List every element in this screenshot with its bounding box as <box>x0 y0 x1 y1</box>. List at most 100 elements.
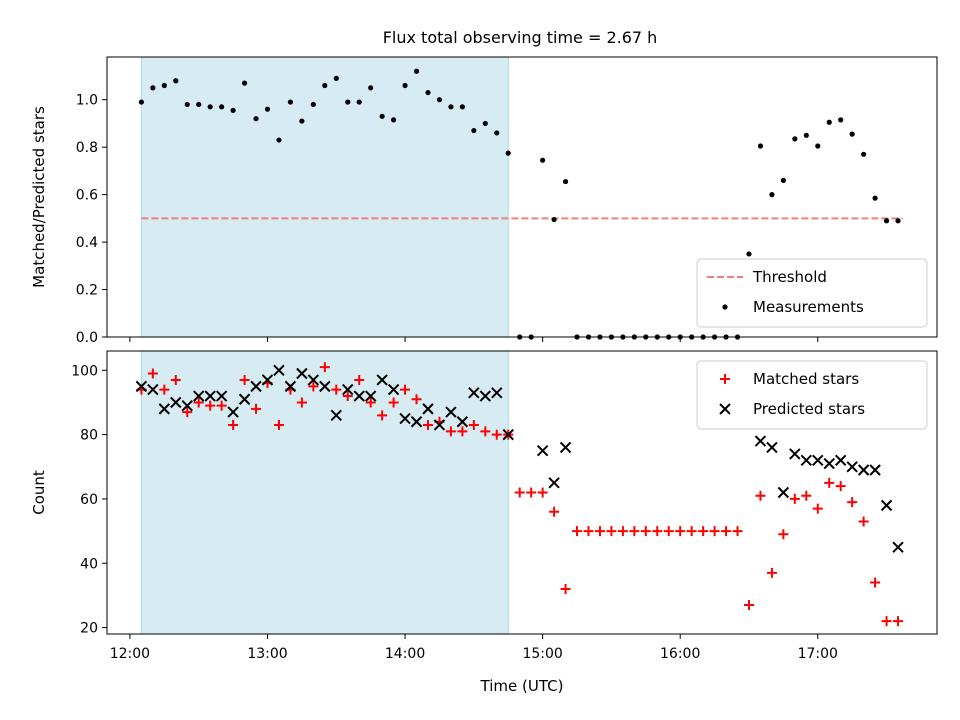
matched-point <box>766 567 777 578</box>
y-tick-label: 0.6 <box>76 188 98 204</box>
predicted-point <box>456 416 469 428</box>
y-tick-label: 0.4 <box>76 235 98 251</box>
measurement-point <box>368 85 374 91</box>
measurement-point <box>838 117 844 123</box>
matched-point <box>239 374 250 385</box>
measurement-point <box>264 106 271 112</box>
legend-measurement-swatch <box>722 304 728 310</box>
matched-point <box>400 384 411 395</box>
predicted-point <box>869 464 881 476</box>
matched-point <box>251 403 262 414</box>
x-tick-label: 13:00 <box>247 646 287 662</box>
predicted-point <box>789 448 801 460</box>
predicted-point <box>422 403 434 415</box>
measurement-point <box>425 89 431 96</box>
predicted-point <box>468 387 480 399</box>
measurement-point <box>436 97 443 103</box>
matched-point <box>870 577 881 588</box>
measurement-point <box>448 104 454 110</box>
measurement-point <box>551 216 557 223</box>
matched-point <box>182 407 193 418</box>
measurement-point <box>471 127 477 134</box>
predicted-point <box>330 409 342 422</box>
matched-point <box>824 477 835 488</box>
matched-point <box>228 419 239 430</box>
chart-title: Flux total observing time = 2.67 h <box>383 28 658 47</box>
matched-point <box>205 400 216 411</box>
measurement-point <box>356 99 362 105</box>
count-panel: 20 40 60 80 100 12:00 13:00 14:00 15:00 16:00 17:0… <box>30 350 938 695</box>
legend-label: Measurements <box>753 298 864 316</box>
matched-point <box>858 516 869 527</box>
matched-point <box>560 583 571 594</box>
legend-box <box>696 258 928 328</box>
predicted-point <box>135 380 148 393</box>
matched-point <box>686 526 697 537</box>
measurement-point <box>150 85 156 91</box>
measurement-point <box>299 118 305 124</box>
predicted-point <box>238 393 251 405</box>
y-tick-label: 0.0 <box>76 330 98 346</box>
predicted-point <box>399 412 411 425</box>
ratio-panel: 0.0 0.2 0.4 0.6 0.8 1.0 Matched/Predicted star… <box>30 56 938 346</box>
predicted-point <box>892 541 904 553</box>
x-axis-label: Time (UTC) <box>480 677 564 695</box>
measurement-point <box>253 116 259 122</box>
measurement-point <box>792 136 798 142</box>
y-axis-label: Matched/Predicted stars <box>30 106 48 288</box>
matched-point <box>411 394 422 405</box>
y-tick-label: 0.8 <box>76 140 98 156</box>
y-tick-label: 1.0 <box>76 93 98 109</box>
measurement-point <box>391 117 397 123</box>
predicted-point <box>777 486 790 499</box>
predicted-point <box>170 396 182 409</box>
legend-label: Matched stars <box>753 370 859 388</box>
legend: Threshold Measurements <box>696 258 928 328</box>
matched-point <box>308 381 319 392</box>
matched-point <box>147 368 158 379</box>
legend-matched-swatch <box>720 374 730 384</box>
x-tick-label: 15:00 <box>522 646 562 662</box>
matched-point <box>583 526 594 537</box>
y-tick-label: 0.2 <box>76 283 98 299</box>
measurement-point <box>505 150 511 156</box>
y-tick-label: 20 <box>80 621 98 637</box>
y-axis-label: Count <box>30 470 48 515</box>
predicted-point <box>445 406 457 418</box>
matched-point <box>881 616 892 627</box>
matched-point <box>445 426 456 437</box>
measurement-point <box>402 82 408 89</box>
x-tick-label: 14:00 <box>385 646 425 662</box>
predicted-point <box>491 387 503 399</box>
predicted-point <box>215 390 228 402</box>
matched-point <box>457 426 468 437</box>
matched-point <box>537 487 548 498</box>
predicted-point <box>559 441 572 454</box>
matched-point <box>170 374 181 385</box>
predicted-point <box>857 464 870 476</box>
predicted-point <box>548 477 560 489</box>
measurement-point <box>872 195 878 201</box>
matched-point <box>617 526 628 537</box>
predicted-point <box>319 380 331 393</box>
legend-label: Predicted stars <box>753 400 865 418</box>
matched-point <box>755 490 766 501</box>
predicted-point <box>364 390 377 402</box>
measurement-point <box>769 192 775 198</box>
measurement-point <box>780 177 786 183</box>
axes-frame <box>106 350 938 635</box>
predicted-point <box>342 383 354 396</box>
y-tick-label: 40 <box>80 556 98 572</box>
predicted-point <box>410 416 423 428</box>
predicted-point <box>536 444 549 457</box>
measurement-point <box>757 143 764 149</box>
measurement-point <box>494 130 500 136</box>
predicted-point <box>754 435 767 447</box>
measurement-point <box>540 157 546 163</box>
measurement-point <box>184 101 190 108</box>
matched-point <box>652 526 663 537</box>
legend-label: Threshold <box>752 268 827 286</box>
predicted-stars-series <box>135 364 904 553</box>
matched-point <box>422 419 433 430</box>
matched-point <box>606 526 617 537</box>
